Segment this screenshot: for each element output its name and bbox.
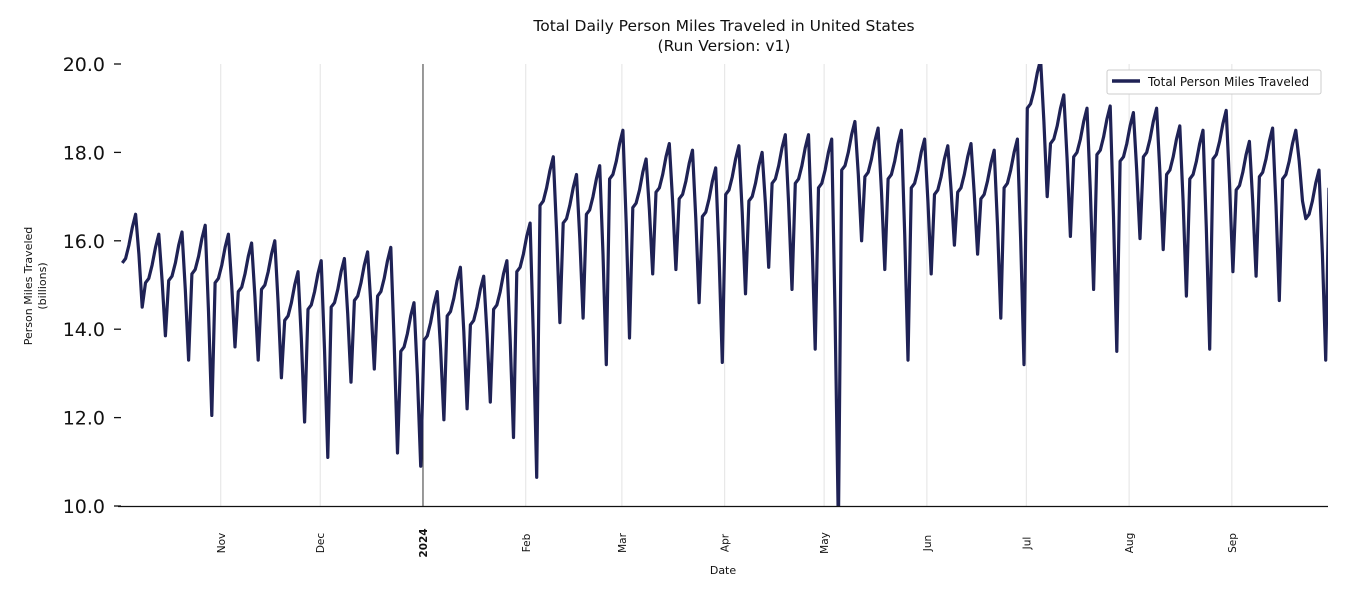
chart-subtitle: (Run Version: v1) <box>658 37 791 55</box>
y-axis-unit: (billions) <box>36 262 49 309</box>
x-tick-label: Jul <box>1021 537 1033 551</box>
legend-label: Total Person Miles Traveled <box>1147 75 1309 89</box>
y-tick-label: 10.0 <box>63 496 105 518</box>
x-tick-label: Feb <box>521 533 533 552</box>
x-tick-label: Mar <box>617 532 629 552</box>
x-tick-label: Aug <box>1124 533 1136 554</box>
x-tick-label: Jun <box>922 535 934 552</box>
x-axis-label: Date <box>710 564 737 577</box>
y-tick-label: 18.0 <box>63 142 105 164</box>
gridlines <box>220 64 1233 506</box>
y-tick-label: 14.0 <box>63 319 105 341</box>
x-tick-label: Dec <box>315 533 327 554</box>
x-axis: Nov Dec 2024 Feb Mar Apr May Jun Jul Aug Sep <box>216 528 1239 557</box>
y-tick-label: 16.0 <box>63 231 105 253</box>
chart-title: Total Daily Person Miles Traveled in Uni… <box>532 17 914 35</box>
x-tick-label: Sep <box>1227 533 1239 553</box>
y-axis: 10.0 12.0 14.0 16.0 18.0 20.0 <box>63 54 121 518</box>
x-tick-label: 2024 <box>418 528 430 557</box>
y-tick-label: 12.0 <box>63 408 105 430</box>
x-tick-label: Nov <box>216 533 228 554</box>
legend: Total Person Miles Traveled <box>1106 69 1322 95</box>
series-line-total-person-miles <box>121 64 1328 506</box>
y-axis-label: Person Miles Traveled <box>22 227 35 346</box>
x-tick-label: Apr <box>720 533 732 552</box>
y-tick-label: 20.0 <box>63 54 105 76</box>
x-tick-label: May <box>819 532 831 554</box>
